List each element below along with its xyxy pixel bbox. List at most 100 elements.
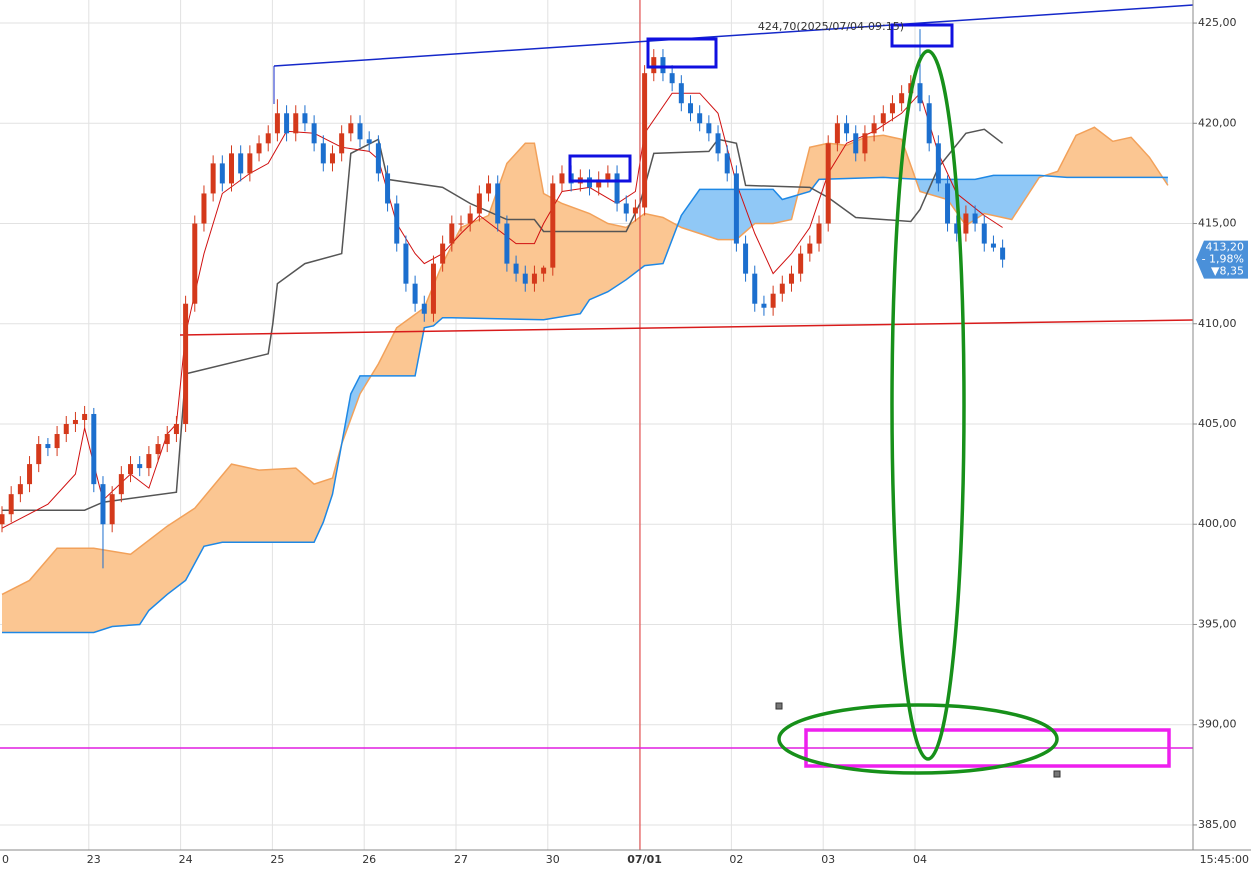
candle-body	[183, 303, 189, 424]
candle-body	[91, 413, 97, 485]
candle-body	[605, 173, 611, 180]
candle-body	[302, 113, 308, 124]
drawings	[0, 0, 1194, 850]
candle-body	[476, 193, 482, 214]
y-tick-label: 385,00	[1198, 818, 1237, 831]
candle-body	[889, 103, 895, 114]
span-b-line	[2, 174, 1168, 634]
candle-body	[137, 464, 143, 469]
price-tag-pct: - 1,98%	[1202, 253, 1244, 266]
x-tick-label: 23	[87, 853, 101, 866]
candle-body	[238, 153, 244, 174]
candle-body	[743, 243, 749, 274]
candle-body	[1000, 247, 1006, 260]
tenkan-line	[1, 92, 1003, 529]
grid	[0, 0, 1193, 850]
candle-body	[247, 153, 253, 174]
candle-body	[0, 514, 5, 525]
highlight-ellipse	[890, 49, 966, 761]
candle-body	[458, 223, 464, 225]
candle-body	[430, 263, 436, 314]
trend-line	[273, 4, 1194, 67]
candle-body	[825, 143, 831, 224]
candle-body	[834, 123, 840, 144]
candle-body	[385, 173, 391, 204]
candle-body	[550, 183, 556, 268]
candle-body	[697, 113, 703, 124]
candle-body	[63, 423, 69, 435]
price-tag	[1196, 240, 1248, 279]
candle-body	[329, 153, 335, 164]
candle-body	[844, 123, 850, 134]
candle-body	[348, 123, 354, 134]
price-tag-label: 413,20	[1206, 241, 1245, 254]
high-annotation: 424,70(2025/07/04-09:15)	[758, 20, 904, 33]
candle-body	[559, 173, 565, 184]
x-tick-label: 02	[729, 853, 743, 866]
y-tick-label: 395,00	[1198, 617, 1237, 630]
x-tick-label: 27	[454, 853, 468, 866]
candle-body	[357, 123, 363, 140]
candle-body	[146, 454, 152, 469]
candle-body	[311, 123, 317, 144]
candle-body	[440, 243, 446, 264]
x-tick-label: 26	[362, 853, 376, 866]
candle-body	[678, 83, 684, 104]
candle-body	[8, 494, 14, 515]
candle-body	[467, 213, 473, 224]
candle-body	[531, 273, 537, 284]
highlight-box	[568, 154, 632, 183]
candle-body	[504, 223, 510, 264]
handle	[1053, 770, 1061, 778]
candle-body	[265, 133, 271, 144]
x-end-label: 15:45:00	[1200, 853, 1249, 866]
candle-body	[706, 123, 712, 134]
candle-body	[118, 474, 124, 495]
candle-body	[972, 213, 978, 224]
candle-body	[733, 173, 739, 244]
x-tick-label: 30	[546, 853, 560, 866]
candle-body	[651, 57, 657, 74]
candle-body	[816, 223, 822, 244]
candle-body	[320, 143, 326, 164]
x-tick-label: 03	[821, 853, 835, 866]
highlight-box	[890, 23, 954, 48]
candle-body	[274, 113, 280, 134]
y-tick-label: 390,00	[1198, 718, 1237, 731]
target-box	[804, 728, 1171, 768]
x-tick-label: 04	[913, 853, 927, 866]
candle-body	[375, 143, 381, 174]
candle-body	[899, 93, 905, 104]
candle-body	[981, 223, 987, 244]
kijun-line	[2, 128, 1004, 511]
candle-body	[632, 207, 638, 214]
candle-body	[100, 484, 106, 525]
support-line	[179, 319, 1194, 336]
candle-body	[954, 223, 960, 234]
candle-body	[210, 163, 216, 194]
candle-body	[862, 133, 868, 154]
candle-body	[293, 113, 299, 134]
candle-body	[219, 163, 225, 184]
candle-body	[807, 243, 813, 254]
candle-body	[871, 123, 877, 134]
candle-body	[128, 464, 134, 475]
candle-body	[660, 57, 666, 74]
candle-body	[935, 143, 941, 184]
candle-body	[17, 484, 23, 495]
candle-body	[192, 223, 198, 304]
candle-body	[229, 153, 234, 184]
candle-body	[27, 464, 33, 485]
candle-body	[715, 133, 721, 154]
candle-body	[513, 263, 519, 274]
y-tick-label: 415,00	[1198, 217, 1237, 230]
candle-body	[394, 203, 400, 244]
candle-body	[788, 273, 794, 284]
x-tick-label: 24	[179, 853, 193, 866]
candle-body	[522, 273, 528, 284]
candle-body	[990, 243, 996, 248]
candle-body	[596, 179, 602, 188]
candle-body	[752, 273, 758, 304]
